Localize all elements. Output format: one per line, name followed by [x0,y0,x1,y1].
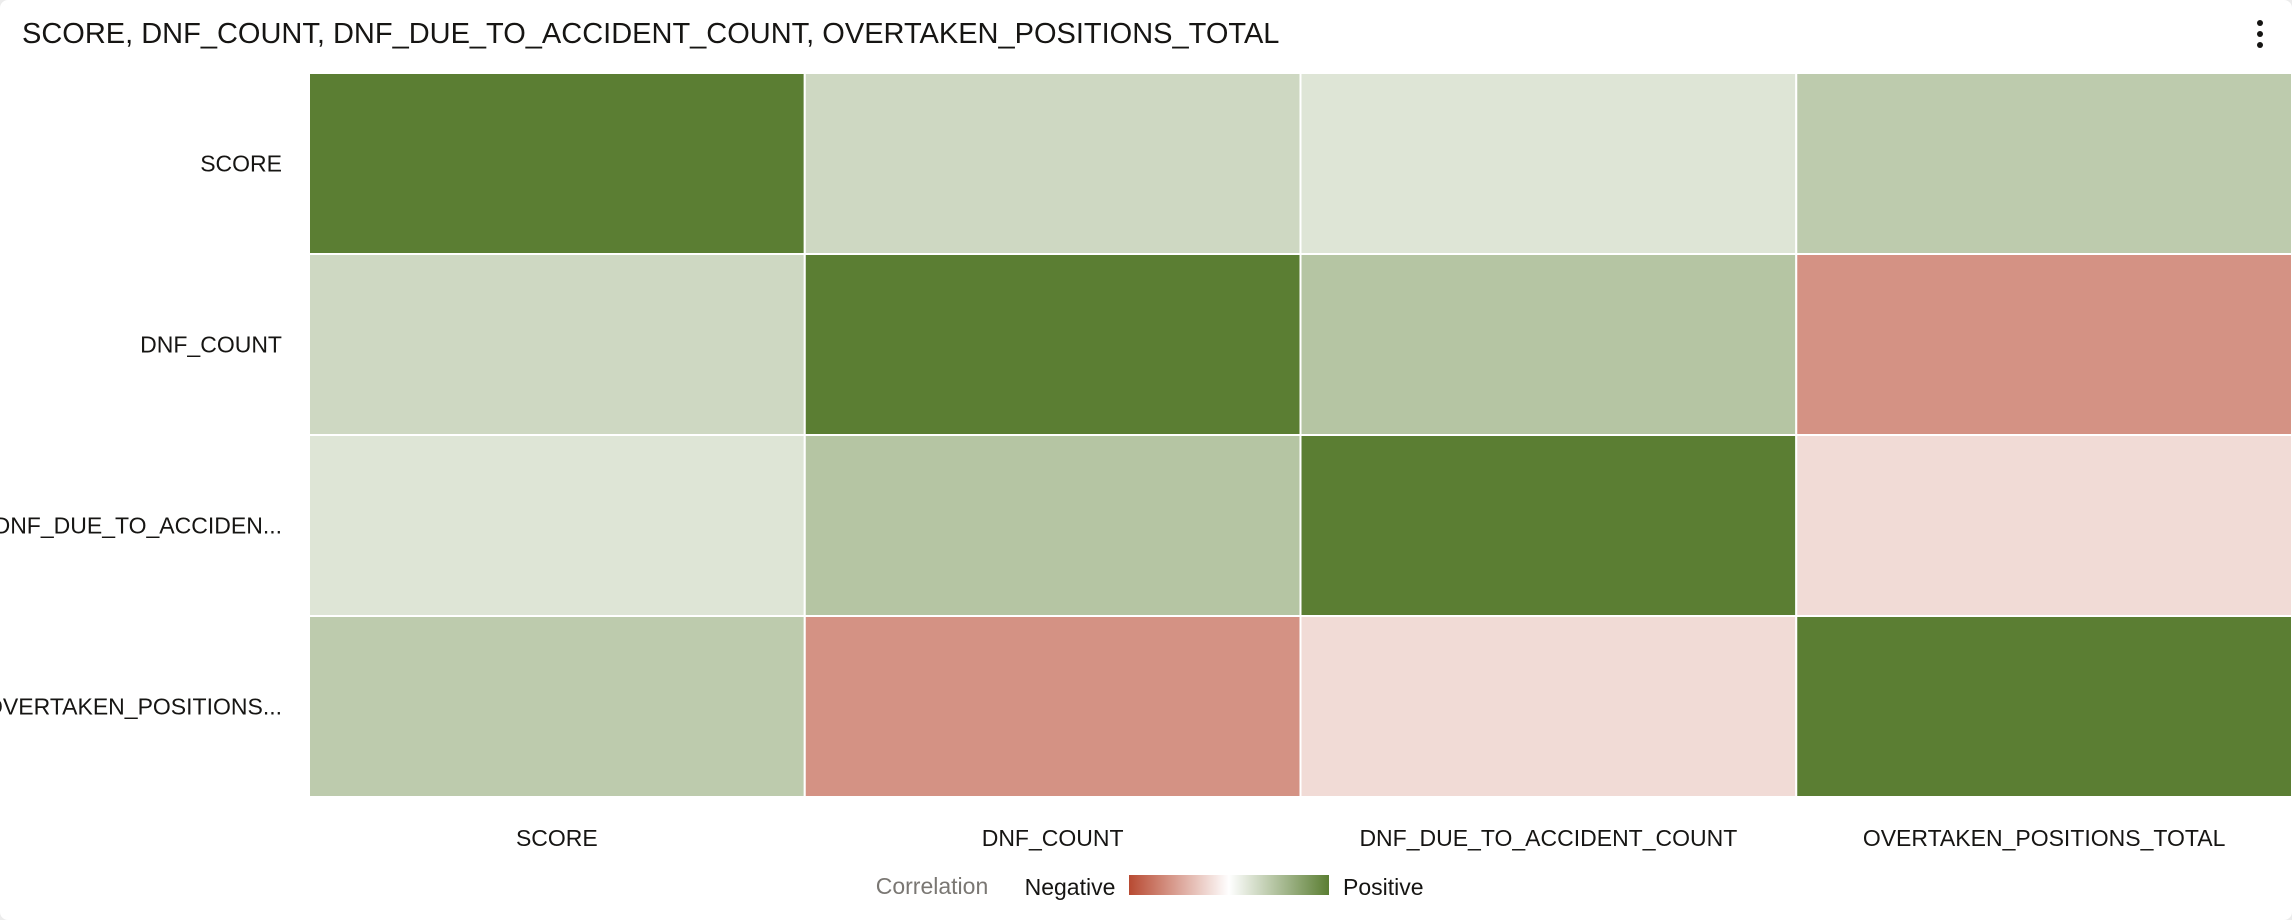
heatmap-cell-r0-c3[interactable] [1795,72,2292,255]
x-tick-label: DNF_DUE_TO_ACCIDENT_COUNT [1359,825,1737,851]
heatmap-cell-r1-c2[interactable] [1299,253,1798,436]
x-tick-label: OVERTAKEN_POSITIONS_TOTAL [1863,825,2226,851]
x-tick-label: SCORE [516,825,598,851]
legend-positive-label: Positive [1343,874,1424,900]
legend-title: Correlation [876,873,989,899]
legend-negative-label: Negative [1025,874,1116,900]
chart-title: SCORE, DNF_COUNT, DNF_DUE_TO_ACCIDENT_CO… [22,18,1280,50]
heatmap-cell-r0-c1[interactable] [803,72,1302,255]
heatmap-cell-r2-c3[interactable] [1795,434,2292,617]
heatmap-cell-r1-c1[interactable] [803,253,1302,436]
heatmap-cell-r0-c2[interactable] [1299,72,1798,255]
y-tick-label: SCORESCORE [200,151,282,177]
heatmap-cell-r3-c1[interactable] [803,615,1302,798]
heatmap-cell-r2-c0[interactable] [308,434,806,617]
heatmap-cells [308,72,2292,798]
legend-gradient-bar [1129,875,1329,895]
y-tick-label: OVERTAKEN_POSITIONS...OVERTAKEN_POSITION… [0,694,282,720]
heatmap-cell-r2-c2[interactable] [1299,434,1798,617]
heatmap-cell-r3-c3[interactable] [1795,615,2292,798]
y-tick-label: DNF_DUE_TO_ACCIDEN...DNF_DUE_TO_ACCIDENT… [0,513,282,539]
heatmap-cell-r3-c0[interactable] [308,615,806,798]
heatmap-cell-r1-c0[interactable] [308,253,806,436]
more-vertical-icon[interactable] [2244,12,2276,56]
heatmap-cell-r3-c2[interactable] [1299,615,1798,798]
x-tick-label: DNF_COUNT [982,825,1124,851]
heatmap-cell-r2-c1[interactable] [803,434,1302,617]
legend: Correlation Negative Positive [876,873,1424,900]
heatmap-cell-r0-c0[interactable] [308,72,806,255]
x-axis-labels: SCORE DNF_COUNT DNF_DUE_TO_ACCIDENT_COUNT O… [516,825,2226,851]
heatmap-cell-r1-c3[interactable] [1795,253,2292,436]
